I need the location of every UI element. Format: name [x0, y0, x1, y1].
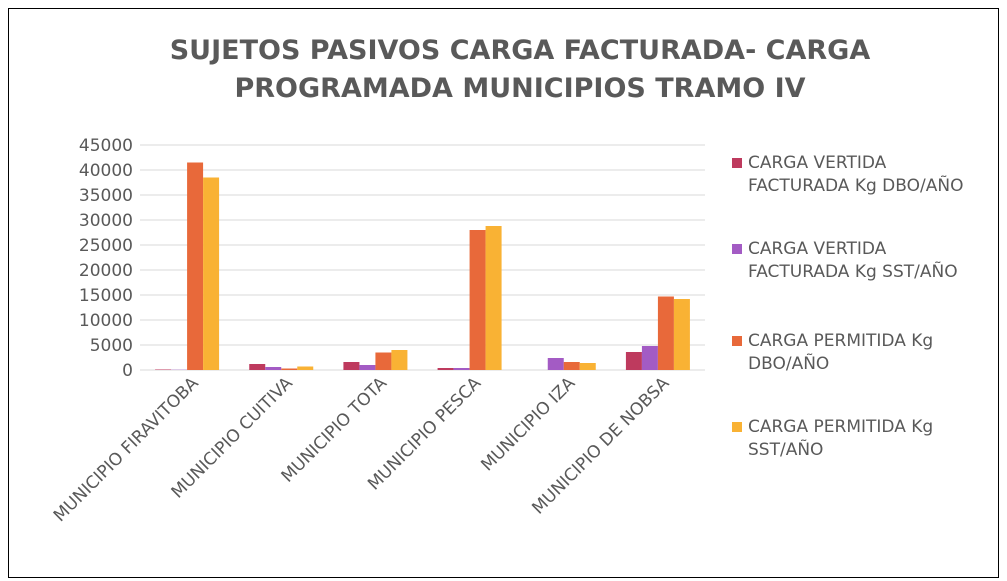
bar — [155, 369, 172, 370]
legend-swatch — [732, 422, 742, 432]
legend-swatch — [732, 336, 742, 346]
legend-label: CARGA VERTIDA FACTURADA Kg DBO/AÑO — [748, 153, 964, 196]
bar — [249, 364, 266, 370]
bar — [203, 177, 220, 370]
bar — [485, 226, 502, 370]
legend-swatch — [732, 244, 742, 254]
bar — [359, 365, 376, 370]
legend-label: CARGA VERTIDA FACTURADA Kg SST/AÑO — [748, 239, 958, 282]
legend-entry: CARGA PERMITIDA Kg DBO/AÑO — [732, 330, 972, 376]
x-tick-label: MUNICIPIO IZA — [477, 373, 579, 475]
y-tick-label: 0 — [122, 361, 133, 381]
y-tick-label: 35000 — [79, 186, 133, 206]
y-tick-label: 30000 — [79, 211, 133, 231]
bar — [657, 296, 674, 370]
bar — [673, 299, 690, 370]
bar — [437, 368, 454, 370]
x-tick-label: MUNICIPIO FIRAVITOBA — [50, 373, 203, 526]
legend-label: CARGA PERMITIDA Kg SST/AÑO — [748, 417, 934, 460]
bar — [547, 358, 564, 370]
legend-swatch — [732, 158, 742, 168]
y-tick-label: 45000 — [79, 136, 133, 156]
y-tick-label: 5000 — [90, 336, 133, 356]
bar — [391, 350, 408, 370]
y-tick-label: 10000 — [79, 311, 133, 331]
bar — [343, 362, 360, 370]
bar — [281, 368, 298, 370]
legend-entry: CARGA PERMITIDA Kg SST/AÑO — [732, 416, 972, 462]
bar — [265, 367, 282, 370]
bar — [469, 230, 486, 370]
frame — [8, 8, 999, 578]
bar — [297, 366, 314, 370]
bar — [375, 352, 392, 370]
x-tick-group: MUNICIPIO FIRAVITOBA — [50, 373, 203, 526]
x-tick-group: MUNICIPIO IZA — [477, 373, 579, 475]
y-tick-label: 40000 — [79, 161, 133, 181]
bar — [563, 362, 580, 370]
y-tick-label: 15000 — [79, 286, 133, 306]
legend-entry: CARGA VERTIDA FACTURADA Kg DBO/AÑO — [732, 152, 972, 198]
chart-title: SUJETOS PASIVOS CARGA FACTURADA- CARGA P… — [169, 35, 871, 104]
legend-label: CARGA PERMITIDA Kg DBO/AÑO — [748, 331, 934, 374]
bar — [187, 162, 204, 370]
y-tick-label: 25000 — [79, 236, 133, 256]
bar — [579, 363, 596, 370]
bar — [625, 352, 642, 370]
legend-entry: CARGA VERTIDA FACTURADA Kg SST/AÑO — [732, 238, 972, 284]
bar — [641, 346, 658, 370]
y-tick-label: 20000 — [79, 261, 133, 281]
bar — [453, 368, 470, 370]
